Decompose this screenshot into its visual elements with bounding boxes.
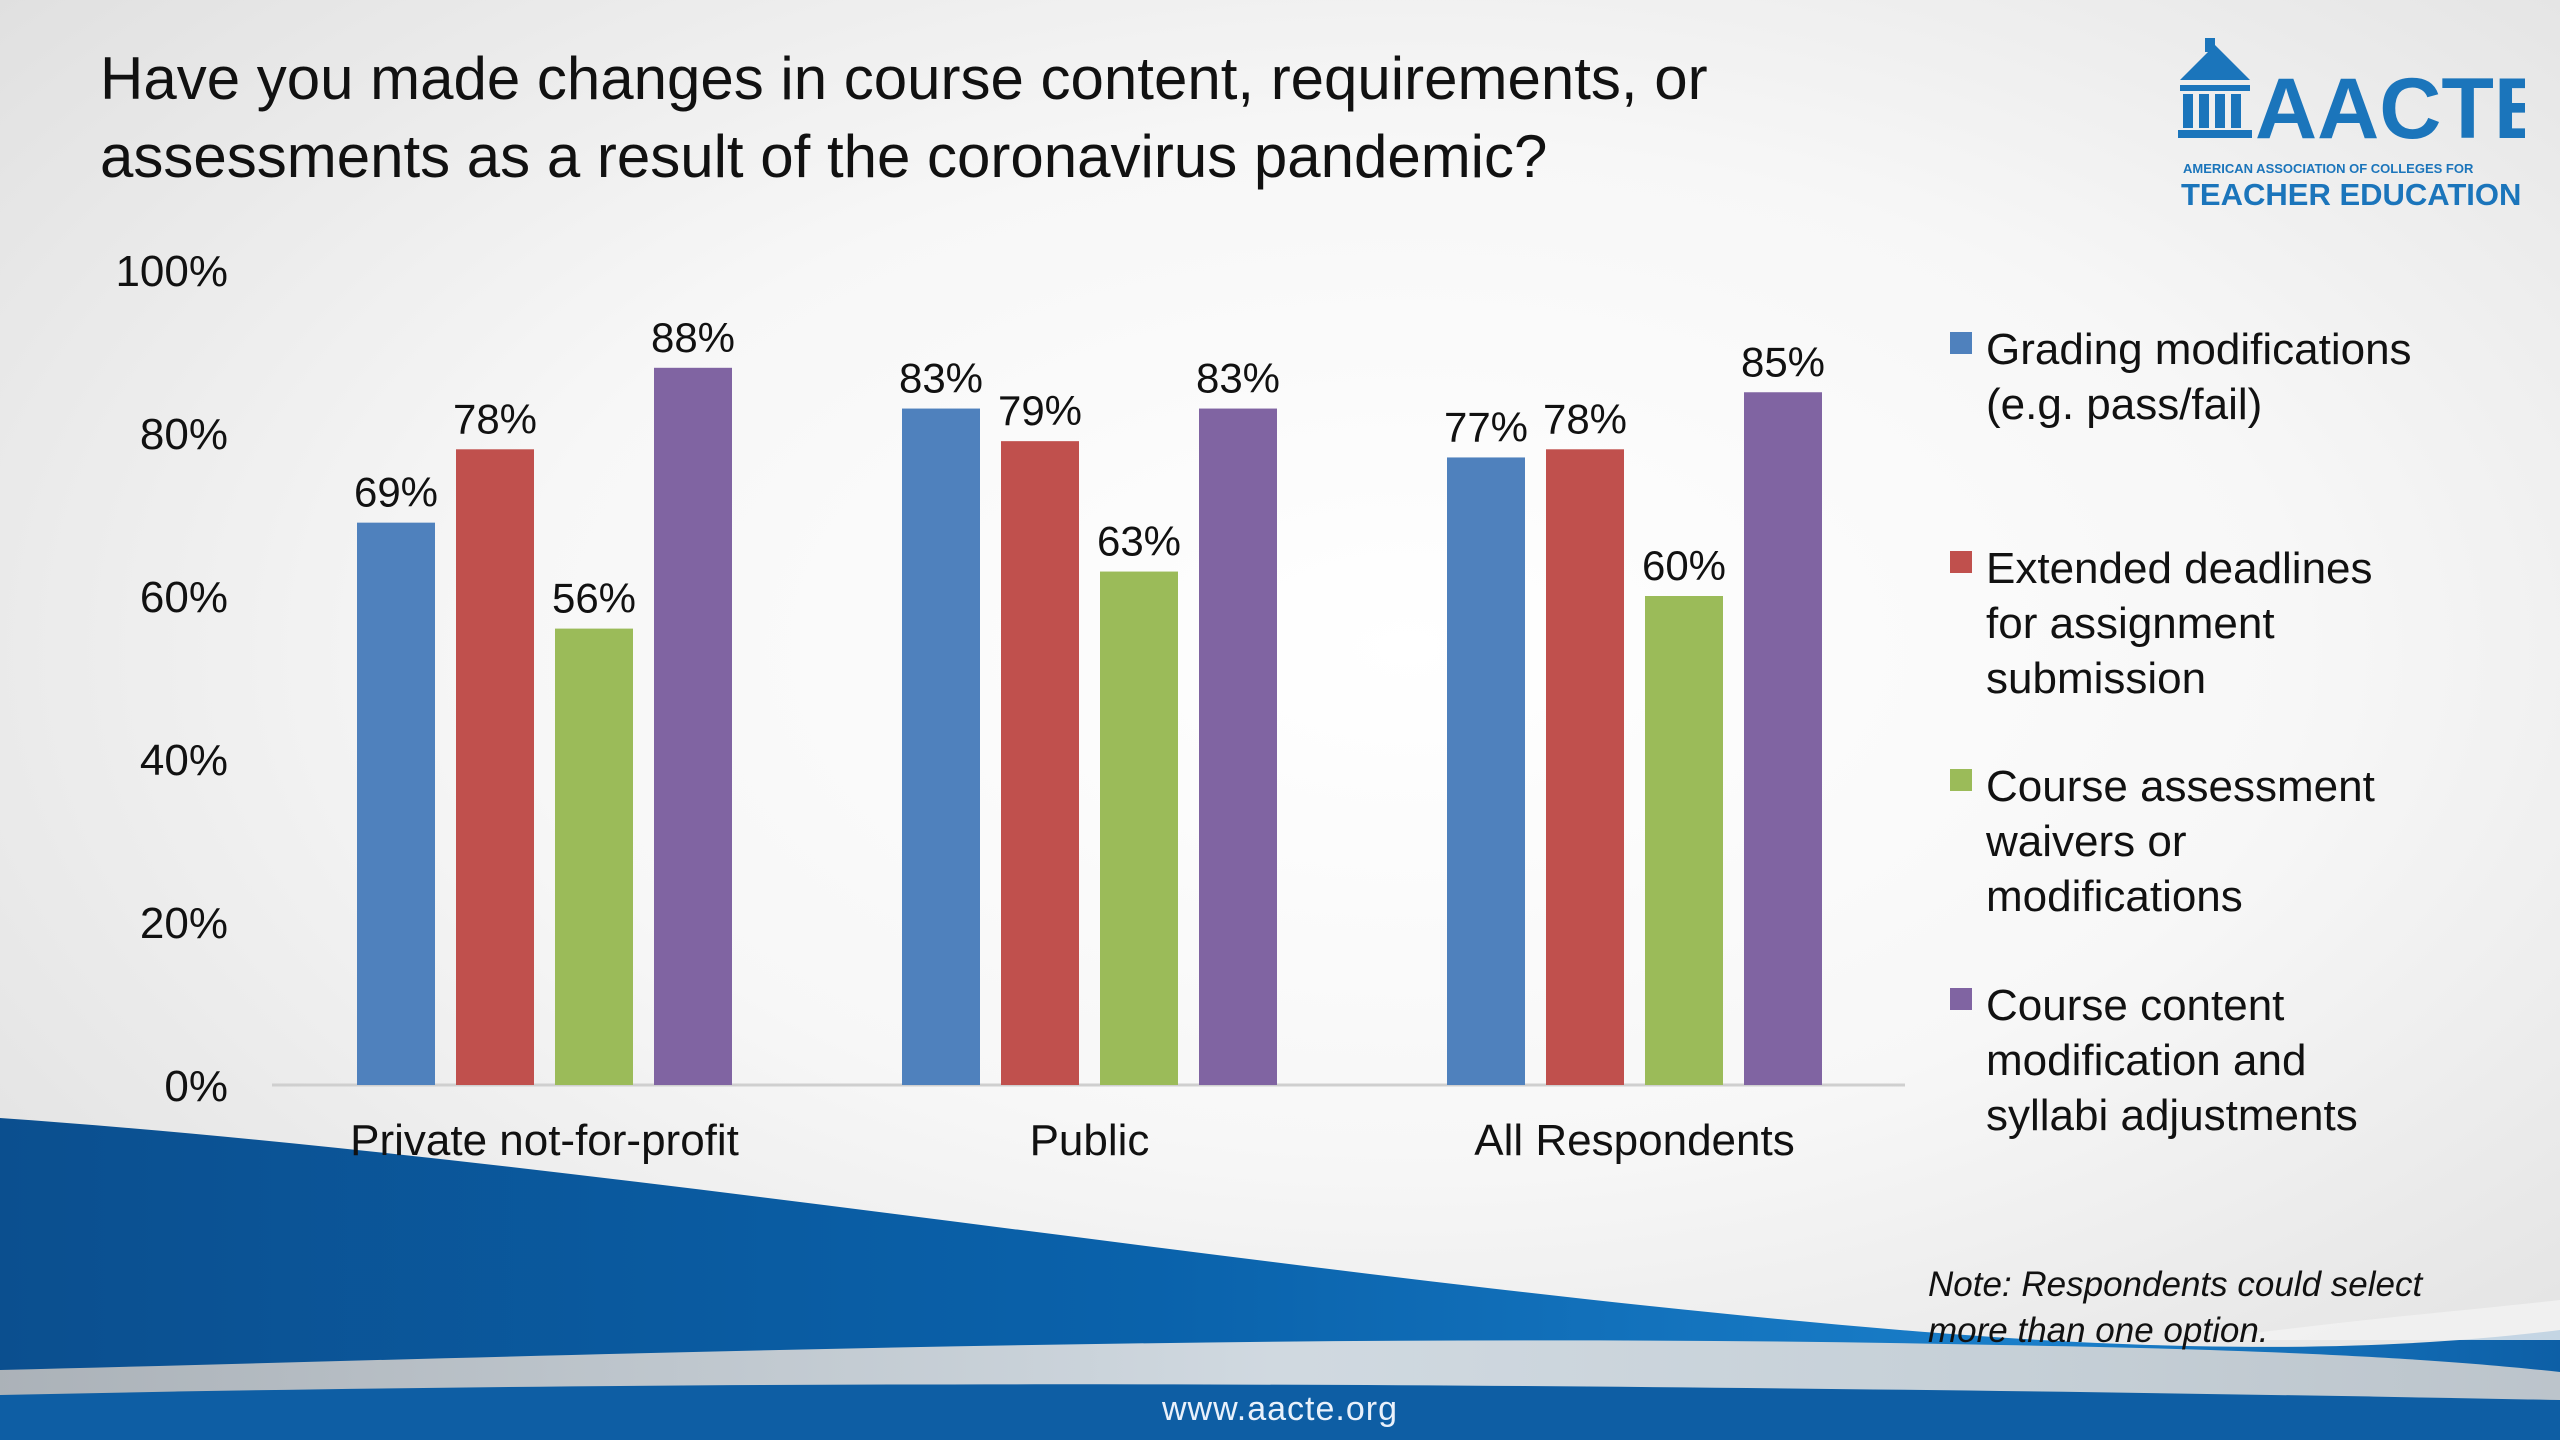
bars	[357, 367, 1822, 1085]
y-tick-label: 100%	[115, 247, 228, 296]
x-tick-label: Private not-for-profit	[350, 1116, 739, 1165]
chart-title: Have you made changes in course content,…	[100, 45, 1708, 190]
footer-url[interactable]: www.aacte.org	[1162, 1390, 1398, 1428]
bar	[1100, 571, 1178, 1085]
x-tick-label: All Respondents	[1474, 1116, 1794, 1165]
bar	[1199, 408, 1277, 1085]
data-label: 78%	[1543, 395, 1627, 442]
legend-text-line: modification and	[1986, 1036, 2307, 1085]
legend-text-line: for assignment	[1986, 599, 2275, 648]
legend-swatch	[1950, 769, 1972, 791]
y-axis-ticks: 0% 20% 40% 60% 80% 100%	[115, 247, 228, 1111]
legend-text-line: modifications	[1986, 872, 2243, 921]
footnote-line: more than one option.	[1928, 1311, 2269, 1350]
x-tick-label: Public	[1030, 1116, 1150, 1165]
footnote: Note: Respondents could select more than…	[1928, 1262, 2488, 1354]
bar	[1001, 441, 1079, 1085]
bar	[654, 367, 732, 1085]
bar	[357, 522, 435, 1085]
legend-swatch	[1950, 551, 1972, 573]
y-tick-label: 80%	[140, 410, 228, 459]
legend-text-line: submission	[1986, 654, 2207, 703]
legend-text-line: Course assessment	[1986, 762, 2375, 811]
aacte-logo: AACTE AMERICAN ASSOCIATION OF COLLEGES F…	[2178, 38, 2525, 212]
data-label: 83%	[899, 355, 983, 402]
data-label: 88%	[651, 314, 735, 361]
bar	[1744, 392, 1822, 1085]
legend-text-line: waivers or	[1986, 817, 2187, 866]
bar	[456, 449, 534, 1085]
footnote-line: Note: Respondents could select	[1928, 1265, 2423, 1304]
y-tick-label: 40%	[140, 736, 228, 785]
logo-wordmark: AACTE	[2255, 61, 2525, 157]
legend-text-line: Course content	[1986, 981, 2285, 1030]
data-label: 56%	[552, 575, 636, 622]
data-label: 83%	[1196, 355, 1280, 402]
bar	[1546, 449, 1624, 1085]
bar	[1447, 457, 1525, 1085]
logo-line1: AMERICAN ASSOCIATION OF COLLEGES FOR	[2183, 161, 2474, 176]
data-label: 63%	[1097, 518, 1181, 565]
bar	[555, 628, 633, 1085]
legend-swatch	[1950, 988, 1972, 1010]
data-label: 77%	[1444, 403, 1528, 450]
data-label: 85%	[1741, 338, 1825, 385]
y-tick-label: 0%	[164, 1062, 228, 1111]
data-label: 79%	[998, 387, 1082, 434]
data-label: 78%	[453, 395, 537, 442]
y-tick-label: 20%	[140, 899, 228, 948]
data-label: 69%	[354, 469, 438, 516]
legend-text-line: syllabi adjustments	[1986, 1091, 2358, 1140]
bar	[902, 408, 980, 1085]
bar	[1645, 596, 1723, 1085]
data-label: 60%	[1642, 542, 1726, 589]
logo-line2: TEACHER EDUCATION	[2181, 177, 2521, 212]
y-tick-label: 60%	[140, 573, 228, 622]
legend-text-line: (e.g. pass/fail)	[1986, 380, 2263, 429]
data-labels: 69% 78% 56% 88% 83% 79% 63% 83% 77% 78% 60% 85%	[354, 314, 1825, 622]
legend-swatch	[1950, 332, 1972, 354]
legend-text-line: Grading modifications	[1986, 325, 2412, 374]
legend-text-line: Extended deadlines	[1986, 544, 2373, 593]
x-axis-ticks: Private not-for-profit Public All Responde…	[350, 1116, 1795, 1165]
